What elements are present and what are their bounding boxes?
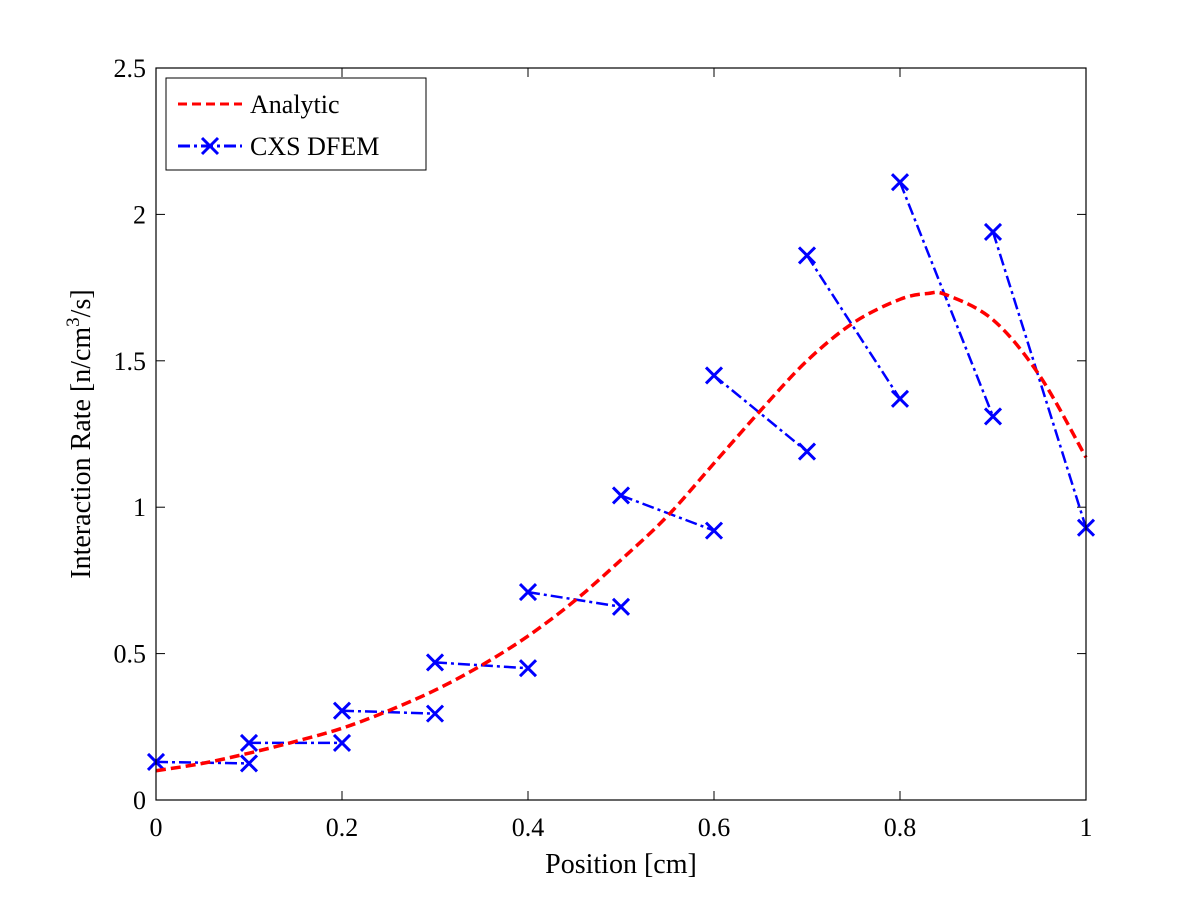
legend-label-analytic: Analytic	[250, 90, 340, 119]
x-axis-label: Position [cm]	[545, 849, 697, 880]
cxs-dfem-segment	[805, 254, 902, 400]
series-layer	[146, 173, 1096, 773]
cxs-dfem-marker	[611, 486, 631, 505]
cxs-dfem-marker	[611, 597, 631, 616]
cxs-dfem-segment	[713, 374, 808, 453]
cxs-dfem-marker	[239, 754, 259, 773]
y-tick-label: 0.5	[114, 640, 147, 669]
legend-marker-cxs-dfem	[200, 136, 220, 156]
cxs-dfem-marker	[983, 222, 1003, 242]
cxs-dfem-marker	[239, 733, 259, 752]
y-axis-label-suffix: /s]	[66, 289, 97, 317]
cxs-dfem-marker	[890, 389, 910, 408]
y-tick-label: 2	[133, 200, 146, 229]
cxs-dfem-segment	[898, 181, 995, 417]
cxs-dfem-marker	[983, 407, 1003, 426]
plot-background	[156, 68, 1086, 800]
cxs-dfem-segment	[434, 661, 529, 670]
y-tick-label: 1.5	[114, 347, 147, 376]
legend-label-cxs-dfem: CXS DFEM	[250, 132, 379, 161]
y-axis-label-prefix: Interaction Rate [n/cm	[66, 327, 97, 579]
cxs-dfem-marker	[797, 246, 817, 265]
x-tick-label: 0.6	[698, 813, 731, 842]
y-tick-label: 2.5	[114, 54, 147, 83]
cxs-dfem-marker	[332, 701, 352, 720]
axis-ticks: 0 0.2 0.4 0.6 0.8 1 0 0.5 1 1.5 2 2.5	[114, 54, 1093, 842]
cxs-dfem-segment	[991, 231, 1088, 529]
x-tick-label: 0	[150, 813, 163, 842]
legend: Analytic CXS DFEM	[165, 77, 427, 171]
x-tick-label: 0.4	[512, 813, 545, 842]
x-tick-label: 0.8	[884, 813, 917, 842]
cxs-dfem-marker	[704, 521, 724, 540]
analytic-line	[155, 290, 1088, 773]
y-axis-label: Interaction Rate [n/cm3/s]	[63, 289, 97, 578]
cxs-dfem-segment	[620, 494, 715, 532]
cxs-dfem-marker	[704, 366, 724, 385]
cxs-dfem-marker	[425, 704, 445, 723]
x-tick-label: 0.2	[326, 813, 359, 842]
y-tick-label: 1	[133, 493, 146, 522]
cxs-dfem-marker	[518, 583, 538, 602]
cxs-dfem-marker	[797, 442, 817, 461]
cxs-dfem-marker	[425, 653, 445, 672]
legend-box	[165, 77, 427, 171]
plot-frame	[155, 67, 1087, 801]
y-tick-label: 0	[133, 786, 146, 815]
cxs-dfem-marker	[518, 659, 538, 678]
cxs-dfem-marker	[890, 173, 910, 192]
cxs-dfem-marker	[332, 733, 352, 752]
x-tick-label: 1	[1080, 813, 1093, 842]
y-axis-label-superscript: 3	[63, 317, 84, 327]
